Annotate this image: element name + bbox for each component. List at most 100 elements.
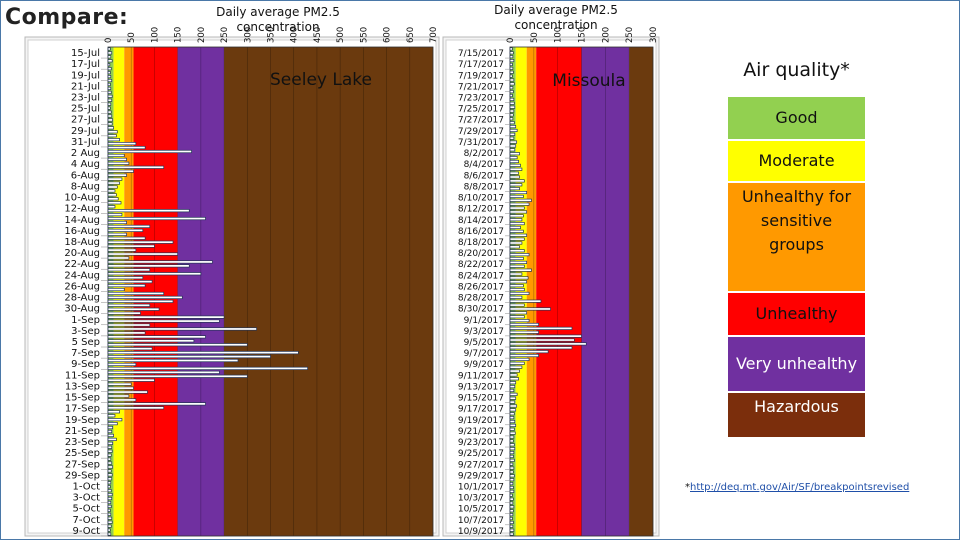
missoula-bar xyxy=(509,396,517,400)
seeley-bar xyxy=(107,343,248,347)
missoula-bar xyxy=(509,101,515,105)
seeley-category-label: 9-Sep xyxy=(71,359,100,370)
missoula-bar xyxy=(509,62,513,67)
missoula-bar xyxy=(509,264,525,268)
seeley-bar xyxy=(107,394,130,398)
seeley-bar xyxy=(107,445,113,449)
missoula-category-label: 9/7/2017 xyxy=(464,349,504,359)
seeley-bar xyxy=(107,185,118,189)
seeley-bar xyxy=(107,303,151,307)
seeley-bar xyxy=(107,311,141,315)
missoula-bar xyxy=(509,198,532,202)
missoula-category-label: 10/1/2017 xyxy=(458,482,504,492)
missoula-bar xyxy=(509,474,515,478)
missoula-bar xyxy=(509,159,519,164)
missoula-bar xyxy=(509,152,520,156)
seeley-bar xyxy=(107,339,195,343)
seeley-bar xyxy=(107,232,127,236)
seeley-category-label: 16-Aug xyxy=(64,226,100,237)
missoula-bar xyxy=(509,412,515,416)
seeley-category-label: 6-Aug xyxy=(71,170,100,181)
seeley-category-label: 12-Aug xyxy=(64,204,100,215)
seeley-bar xyxy=(107,493,113,497)
missoula-category-label: 10/3/2017 xyxy=(458,494,504,504)
seeley-bar xyxy=(107,51,113,55)
missoula-bar xyxy=(509,408,517,412)
seeley-bar xyxy=(107,59,113,63)
seeley-bar xyxy=(107,508,111,512)
missoula-category-label: 9/9/2017 xyxy=(464,360,504,370)
seeley-category-label: 7-Sep xyxy=(71,348,100,359)
seeley-bar xyxy=(107,291,165,296)
legend-item-unhealthy-for-sensitive-groups: Unhealthy for sensitive groups xyxy=(728,183,865,293)
seeley-bar xyxy=(107,122,113,126)
footnote: *http://deq.mt.gov/Air/SF/breakpointsrev… xyxy=(685,482,909,493)
missoula-bar xyxy=(509,233,528,237)
seeley-tick-12: 600 xyxy=(383,27,393,43)
seeley-bar xyxy=(107,98,113,102)
missoula-bar xyxy=(509,315,525,319)
seeley-bar xyxy=(107,82,111,87)
seeley-bar xyxy=(107,173,127,177)
seeley-bar xyxy=(107,142,137,146)
missoula-bar xyxy=(509,109,515,113)
missoula-bar xyxy=(509,524,514,528)
missoula-bar xyxy=(509,307,551,311)
seeley-category-label: 15-Sep xyxy=(65,393,100,404)
missoula-bar xyxy=(509,117,514,121)
seeley-tick-10: 500 xyxy=(336,27,346,43)
seeley-panel-label: Seeley Lake xyxy=(270,70,372,90)
seeley-category-label: 30-Aug xyxy=(64,304,100,315)
seeley-bar xyxy=(107,228,144,232)
seeley-band-1 xyxy=(113,47,125,536)
seeley-chart: 0 50 100 150 200 250 300 350 400 450 500 550 600 650 7… xyxy=(24,27,440,537)
missoula-bar xyxy=(509,78,515,82)
seeley-bar xyxy=(107,106,111,110)
missoula-bar xyxy=(509,148,516,152)
breakpoints-link[interactable]: http://deq.mt.gov/Air/SF/breakpointsrevi… xyxy=(690,482,910,493)
seeley-category-label: 28-Aug xyxy=(64,293,100,304)
seeley-category-label: 23-Jul xyxy=(71,93,100,104)
seeley-category-label: 8-Aug xyxy=(71,181,100,192)
missoula-category-label: 8/10/2017 xyxy=(458,194,504,204)
seeley-category-label: 2 Aug xyxy=(71,148,100,159)
seeley-bar xyxy=(107,47,111,51)
seeley-category-label: 9-Oct xyxy=(72,526,100,537)
seeley-category-label: 7-Oct xyxy=(72,515,100,526)
seeley-category-label: 19-Jul xyxy=(71,70,100,81)
seeley-tick-14: 700 xyxy=(429,27,439,43)
missoula-tick-5: 250 xyxy=(625,27,635,43)
missoula-tick-6: 300 xyxy=(649,27,659,43)
seeley-band-0 xyxy=(108,47,114,536)
seeley-bar xyxy=(107,374,248,378)
missoula-category-label: 10/5/2017 xyxy=(458,505,504,515)
missoula-category-label: 9/15/2017 xyxy=(458,394,504,404)
missoula-category-label: 10/9/2017 xyxy=(458,527,504,537)
seeley-bar xyxy=(107,67,112,71)
seeley-bar xyxy=(107,504,112,508)
missoula-bar xyxy=(509,299,542,303)
missoula-bar xyxy=(509,253,530,257)
legend-item-hazardous: Hazardous xyxy=(728,393,865,439)
missoula-bar xyxy=(509,256,524,261)
missoula-bar xyxy=(509,423,517,427)
seeley-bar xyxy=(107,284,146,288)
seeley-category-label: 10-Aug xyxy=(64,193,100,204)
missoula-bar xyxy=(509,291,530,295)
missoula-bar xyxy=(509,183,523,187)
seeley-bar xyxy=(107,453,112,457)
seeley-bar xyxy=(107,422,118,426)
missoula-bar xyxy=(509,435,515,439)
seeley-bar xyxy=(107,520,113,524)
seeley-bar xyxy=(107,157,127,161)
seeley-tick-6: 300 xyxy=(243,27,253,43)
seeley-tick-9: 450 xyxy=(313,27,323,43)
missoula-bar xyxy=(509,303,525,307)
missoula-bar xyxy=(509,451,515,455)
missoula-bar xyxy=(509,167,523,171)
missoula-bar xyxy=(509,136,515,140)
seeley-category-label: 3-Oct xyxy=(72,493,100,504)
seeley-bar xyxy=(107,500,112,505)
seeley-bar xyxy=(107,406,165,410)
legend-title: Air quality* xyxy=(743,59,850,81)
